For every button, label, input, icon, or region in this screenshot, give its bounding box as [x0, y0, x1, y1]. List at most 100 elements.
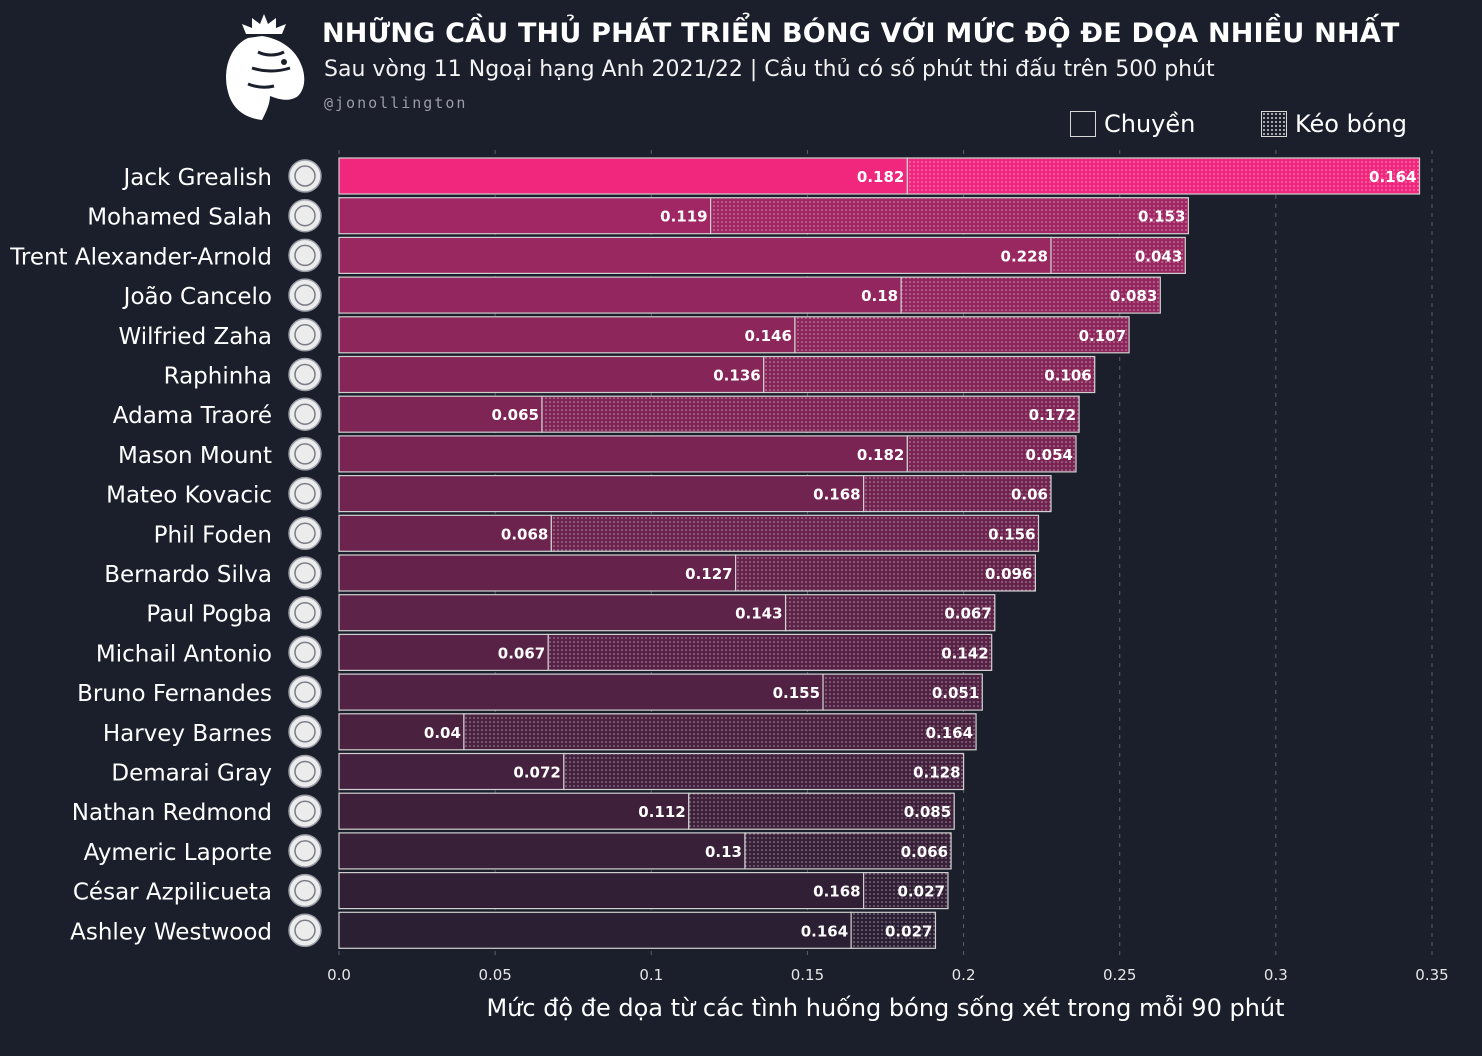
bar-pass [338, 236, 1052, 274]
club-badge-crystal-palace [288, 318, 322, 352]
bar-carry-pattern [900, 276, 1161, 314]
bar-pass [338, 792, 690, 830]
bar-pass [338, 514, 552, 552]
data-label-pass: 0.04 [424, 724, 461, 742]
data-label-carry: 0.164 [1369, 168, 1416, 186]
player-label: César Azpilicueta [73, 880, 272, 906]
data-label-carry: 0.083 [1110, 287, 1157, 305]
x-tick-label: 0.15 [791, 966, 824, 984]
x-tick-label: 0.25 [1103, 966, 1136, 984]
data-label-carry: 0.172 [1029, 406, 1076, 424]
data-label-pass: 0.127 [685, 565, 732, 583]
club-badge-liverpool [288, 238, 322, 273]
data-label-pass: 0.068 [501, 525, 548, 543]
bar-pass [338, 911, 852, 949]
player-label: Raphinha [164, 364, 272, 390]
club-badge-man-city [288, 516, 322, 551]
data-label-carry: 0.156 [988, 525, 1035, 543]
club-badge-chelsea [288, 437, 322, 471]
bar-pass [338, 752, 565, 791]
club-badge-chelsea [288, 873, 322, 908]
bar-pass [338, 157, 908, 195]
author-credit: @jonollington [324, 94, 468, 112]
player-label: Bernardo Silva [104, 562, 272, 588]
bar-carry-pattern [744, 832, 952, 870]
club-badge-southampton [288, 794, 322, 828]
data-label-carry: 0.027 [885, 922, 932, 940]
chart-title: NHỮNG CẦU THỦ PHÁT TRIỂN BÓNG VỚI MỨC ĐỘ… [322, 18, 1400, 49]
player-label: Mohamed Salah [87, 205, 272, 231]
data-label-carry: 0.153 [1138, 208, 1185, 226]
data-label-pass: 0.067 [498, 644, 545, 662]
bar-pass [338, 475, 865, 513]
player-label: Nathan Redmond [72, 800, 272, 826]
x-tick-label: 0.05 [478, 966, 511, 984]
bars: 0.182 0.164 0.119 0.153 0.228 0.043 0.18 0.083 0… [338, 157, 1421, 949]
data-label-pass: 0.13 [705, 843, 742, 861]
x-tick-label: 0.2 [952, 966, 976, 984]
player-label: Mateo Kovacic [106, 483, 272, 509]
bar-carry-pattern [735, 554, 1036, 592]
data-label-pass: 0.168 [813, 883, 860, 901]
data-label-pass: 0.146 [744, 327, 791, 345]
bar-carry-pattern [906, 157, 1421, 195]
bar-carry-pattern [463, 713, 977, 751]
data-label-carry: 0.085 [904, 803, 951, 821]
bar-pass [338, 633, 549, 672]
bar-pass [338, 276, 902, 314]
bar-carry-pattern [794, 316, 1130, 354]
data-label-pass: 0.168 [813, 486, 860, 504]
data-label-pass: 0.182 [857, 168, 904, 186]
bar-carry-pattern [763, 355, 1096, 394]
bar-pass [338, 713, 465, 751]
club-badge-liverpool [288, 198, 322, 233]
data-label-carry: 0.107 [1079, 327, 1126, 345]
player-labels: Jack Grealish Mohamed Salah Trent Alexande… [9, 165, 272, 945]
club-badge-chelsea [288, 476, 322, 511]
premier-league-lion-logo [226, 14, 305, 120]
player-label: Jack Grealish [121, 165, 272, 191]
chart-subtitle: Sau vòng 11 Ngoại hạng Anh 2021/22 | Cầu… [324, 57, 1215, 82]
bar-carry-pattern [1050, 236, 1186, 274]
data-label-carry: 0.106 [1044, 367, 1091, 385]
player-label: Phil Foden [154, 522, 272, 548]
club-badge-leicester [288, 715, 322, 749]
player-label: Mason Mount [118, 443, 272, 469]
x-tick-label: 0.1 [639, 966, 663, 984]
bar-pass [338, 871, 865, 910]
x-axis-ticks: 0.0 0.05 0.1 0.15 0.2 0.25 0.3 0.35 [327, 966, 1449, 984]
x-tick-label: 0.0 [327, 966, 351, 984]
player-label: Michail Antonio [96, 641, 272, 667]
data-label-carry: 0.128 [913, 764, 960, 782]
club-badge-wolves [288, 397, 322, 431]
data-label-carry: 0.096 [985, 565, 1032, 583]
player-label: Adama Traoré [113, 403, 272, 429]
bar-carry-pattern [863, 475, 1052, 513]
bar-pass [338, 673, 824, 711]
legend-pass-swatch [1070, 111, 1096, 137]
data-label-carry: 0.043 [1135, 247, 1182, 265]
club-badge-man-city [288, 278, 322, 312]
data-label-carry: 0.067 [944, 605, 991, 623]
data-label-pass: 0.143 [735, 605, 782, 623]
player-label: João Cancelo [122, 284, 272, 310]
x-axis-label: Mức độ đe dọa từ các tình huống bóng sốn… [486, 994, 1285, 1022]
bar-carry-pattern [784, 594, 996, 632]
legend-carry-swatch [1261, 111, 1287, 137]
bar-carry-pattern [541, 395, 1080, 433]
bar-pass [338, 832, 746, 870]
club-badge-man-city [288, 556, 322, 590]
club-badge-man-utd [288, 675, 322, 709]
bar-pass [338, 435, 908, 473]
bar-pass [338, 355, 765, 394]
legend-carry: Kéo bóng [1261, 108, 1407, 140]
player-label: Demarai Gray [111, 761, 272, 787]
legend-pass-label: Chuyền [1104, 110, 1196, 138]
data-label-pass: 0.228 [1001, 247, 1048, 265]
player-label: Wilfried Zaha [118, 324, 272, 350]
player-label: Aymeric Laporte [84, 840, 272, 866]
bar-pass [338, 554, 737, 592]
legend-carry-label: Kéo bóng [1295, 110, 1407, 138]
data-label-pass: 0.065 [492, 406, 539, 424]
